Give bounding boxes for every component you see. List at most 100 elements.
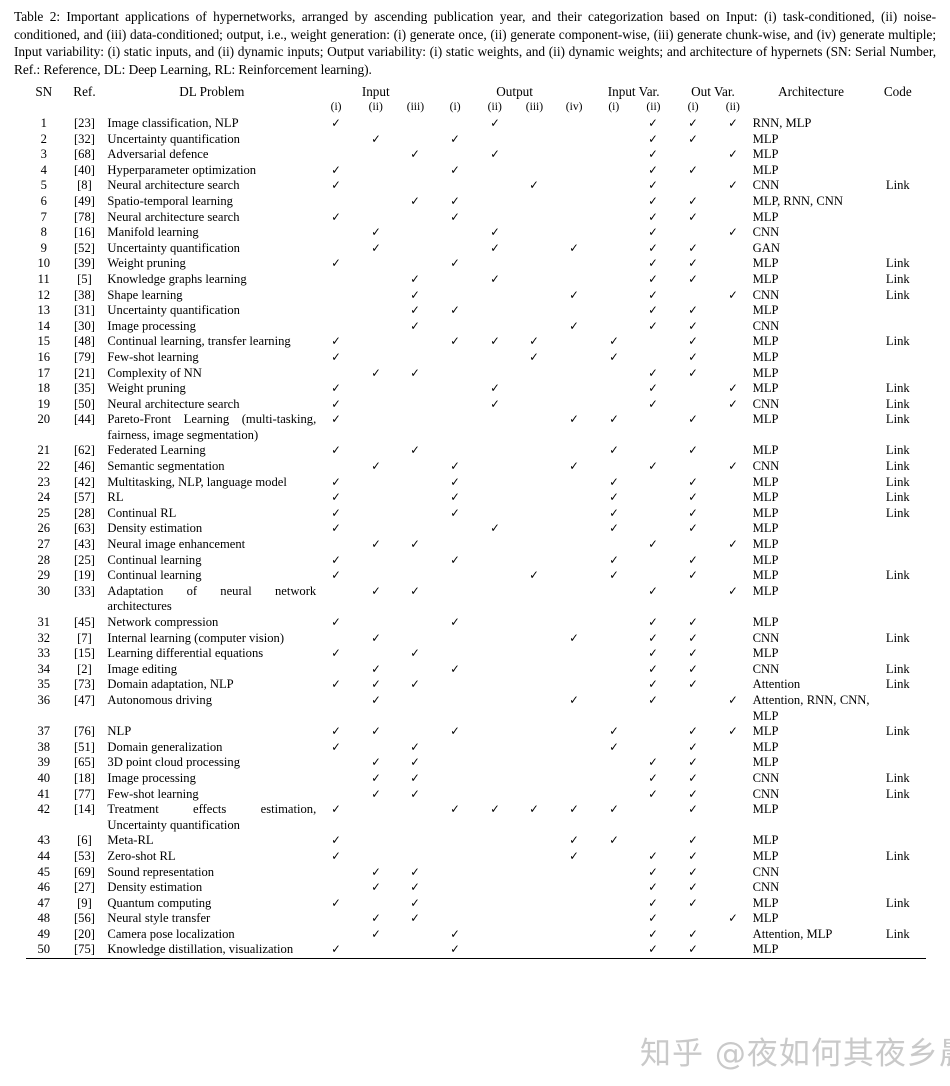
cell-out_iv	[554, 521, 594, 537]
code-link[interactable]: Link	[885, 630, 910, 645]
dl-problem-text: Neural architecture search	[107, 178, 240, 193]
cell-outvar_i: ✓	[673, 880, 713, 896]
cell-in_ii	[356, 381, 396, 397]
table-row: 41 [77] Few-shot learning ✓ ✓ ✓ ✓ CNN Link	[26, 787, 926, 803]
code-link[interactable]: Link	[885, 474, 910, 489]
cell-out_iv	[554, 113, 594, 132]
code-link[interactable]: Link	[885, 770, 910, 785]
cell-out_iv: ✓	[554, 631, 594, 647]
cell-out_i: ✓	[435, 490, 475, 506]
check-icon: ✓	[370, 724, 381, 739]
cell-invar_ii: ✓	[634, 646, 674, 662]
cell-invar_ii	[634, 443, 674, 459]
code-link[interactable]: Link	[885, 381, 910, 396]
cell-outvar_i: ✓	[673, 771, 713, 787]
cell-outvar_ii	[713, 880, 753, 896]
code-link[interactable]: Link	[885, 256, 910, 271]
dl-problem-text: NLP	[107, 724, 132, 739]
code-link[interactable]: Link	[885, 724, 910, 739]
code-link[interactable]: Link	[885, 271, 910, 286]
code-link[interactable]: Link	[885, 661, 910, 676]
cell-invar_ii: ✓	[634, 927, 674, 943]
code-link[interactable]: Link	[885, 677, 910, 692]
cell-in_iii	[395, 942, 436, 960]
row-dl-problem: Image classification, NLP	[107, 113, 316, 132]
code-link[interactable]: Link	[885, 396, 910, 411]
check-icon: ✓	[331, 334, 341, 349]
code-link[interactable]: Link	[885, 505, 910, 520]
row-architecture: Attention, MLP	[753, 927, 870, 943]
code-link[interactable]: Link	[885, 490, 910, 505]
check-icon: ✓	[569, 692, 579, 707]
code-link[interactable]: Link	[885, 895, 910, 910]
cell-invar_ii	[634, 740, 674, 756]
row-code-link	[870, 163, 926, 179]
cell-invar_i	[594, 911, 634, 927]
cell-out_iv	[554, 927, 594, 943]
code-link[interactable]: Link	[885, 334, 910, 349]
row-reference: [19]	[73, 568, 95, 583]
check-icon: ✓	[489, 521, 500, 536]
row-serial-number: 9	[40, 240, 47, 255]
architecture-text: CNN	[752, 880, 780, 895]
cell-outvar_ii	[713, 334, 753, 350]
cell-outvar_i: ✓	[673, 366, 713, 382]
cell-in_iii: ✓	[396, 537, 436, 553]
code-link[interactable]: Link	[885, 848, 910, 863]
cell-invar_ii: ✓	[634, 225, 674, 241]
row-reference: [76]	[73, 724, 95, 739]
cell-in_i: ✓	[316, 210, 356, 226]
code-link[interactable]: Link	[885, 926, 910, 941]
architecture-text: MLP	[752, 474, 779, 489]
check-icon: ✓	[410, 864, 421, 879]
code-link[interactable]: Link	[885, 786, 910, 801]
cell-out_iv: ✓	[554, 833, 594, 849]
code-link[interactable]: Link	[885, 459, 910, 474]
row-serial-number: 48	[37, 911, 51, 926]
row-code-link	[870, 225, 926, 241]
cell-in_ii	[356, 553, 396, 569]
architecture-text: MLP	[752, 537, 779, 552]
cell-in_iii: ✓	[396, 366, 436, 382]
code-link[interactable]: Link	[885, 287, 910, 302]
code-link[interactable]: Link	[885, 412, 910, 427]
cell-in_iii	[396, 113, 436, 132]
dl-problem-text: Continual learning	[107, 552, 202, 567]
code-link[interactable]: Link	[885, 568, 910, 583]
row-serial-number: 1	[40, 116, 47, 130]
row-reference: [25]	[73, 552, 95, 567]
header-group-row: SN Ref. DL Problem Input Output Input Va…	[26, 84, 926, 100]
cell-in_i: ✓	[316, 350, 356, 366]
row-reference: [48]	[73, 334, 95, 349]
architecture-text: MLP	[752, 162, 779, 177]
row-code-link	[870, 880, 926, 896]
row-dl-problem: Federated Learning	[107, 443, 316, 459]
cell-invar_i: ✓	[594, 490, 634, 506]
cell-out_i	[435, 880, 475, 896]
table-row: 43 [6] Meta-RL ✓ ✓ ✓ ✓ MLP	[26, 833, 926, 849]
header-group-output: Output	[496, 84, 533, 99]
cell-out_ii	[475, 475, 515, 491]
check-icon: ✓	[688, 724, 698, 739]
cell-out_iii	[515, 366, 555, 382]
cell-out_i	[435, 412, 475, 443]
check-icon: ✓	[370, 677, 381, 692]
cell-out_ii: ✓	[475, 147, 515, 163]
cell-out_iii	[515, 662, 555, 678]
cell-out_iii	[515, 553, 555, 569]
cell-out_iii	[515, 225, 555, 241]
code-link[interactable]: Link	[885, 443, 910, 458]
cell-in_ii	[356, 334, 396, 350]
cell-in_iii: ✓	[396, 896, 436, 912]
cell-in_iii: ✓	[396, 677, 436, 693]
architecture-text: MLP	[752, 271, 779, 286]
header-sub-outvar-ii: (ii)	[725, 100, 740, 113]
cell-in_i: ✓	[316, 475, 356, 491]
cell-out_ii: ✓	[475, 397, 515, 413]
table-row: 10 [39] Weight pruning ✓ ✓ ✓ ✓ MLP Link	[26, 256, 926, 272]
cell-out_iv	[554, 490, 594, 506]
row-architecture: CNN	[753, 771, 870, 787]
code-link[interactable]: Link	[885, 178, 910, 193]
cell-invar_ii	[634, 724, 674, 740]
dl-problem-text: Treatment effects estimation, Uncertaint…	[107, 802, 317, 832]
